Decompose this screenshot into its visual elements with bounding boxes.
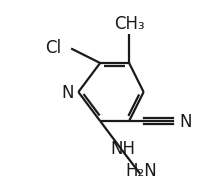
Text: N: N bbox=[179, 113, 191, 131]
Text: NH: NH bbox=[110, 140, 135, 158]
Text: CH₃: CH₃ bbox=[114, 15, 145, 33]
Text: H₂N: H₂N bbox=[125, 162, 157, 180]
Text: Cl: Cl bbox=[45, 39, 61, 57]
Text: N: N bbox=[61, 84, 74, 102]
